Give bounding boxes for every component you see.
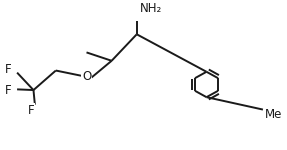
Text: O: O	[82, 70, 91, 83]
Text: NH₂: NH₂	[139, 2, 162, 15]
Text: Me: Me	[265, 108, 282, 121]
Text: F: F	[5, 63, 12, 76]
Text: F: F	[28, 104, 35, 117]
Text: F: F	[5, 84, 12, 97]
